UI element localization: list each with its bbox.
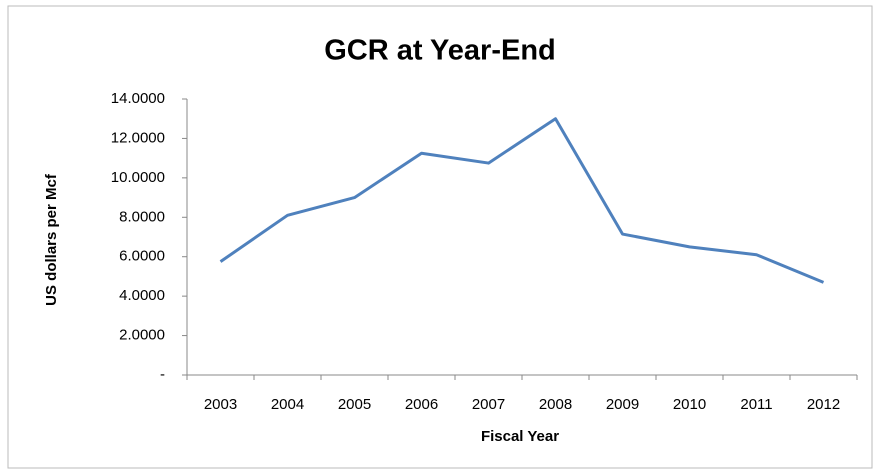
x-tick-label: 2005: [338, 396, 371, 413]
y-tick-label: -: [160, 366, 165, 383]
x-axis-label: Fiscal Year: [481, 428, 559, 445]
x-tick-label: 2006: [405, 396, 438, 413]
y-tick-label: 2.0000: [119, 327, 165, 344]
y-tick-label: 8.0000: [119, 208, 165, 225]
x-tick-label: 2009: [606, 396, 639, 413]
x-tick-label: 2011: [740, 396, 772, 413]
y-axis-label: US dollars per Mcf: [43, 173, 60, 306]
line-series: [219, 117, 825, 284]
x-tick-label: 2012: [807, 396, 840, 413]
x-tick-label: 2010: [673, 396, 706, 413]
y-tick-label: 14.0000: [111, 90, 165, 107]
chart-frame: [7, 5, 873, 469]
x-tick-label: 2004: [271, 396, 304, 413]
chart-title: GCR at Year-End: [324, 35, 556, 67]
x-tick-label: 2007: [472, 396, 505, 413]
y-tick-label: 4.0000: [119, 287, 165, 304]
y-tick-label: 12.0000: [111, 129, 165, 146]
y-tick-label: 10.0000: [111, 169, 165, 186]
y-tick-label: 6.0000: [119, 248, 165, 265]
x-tick-label: 2003: [204, 396, 237, 413]
x-tick-label: 2008: [539, 396, 572, 413]
